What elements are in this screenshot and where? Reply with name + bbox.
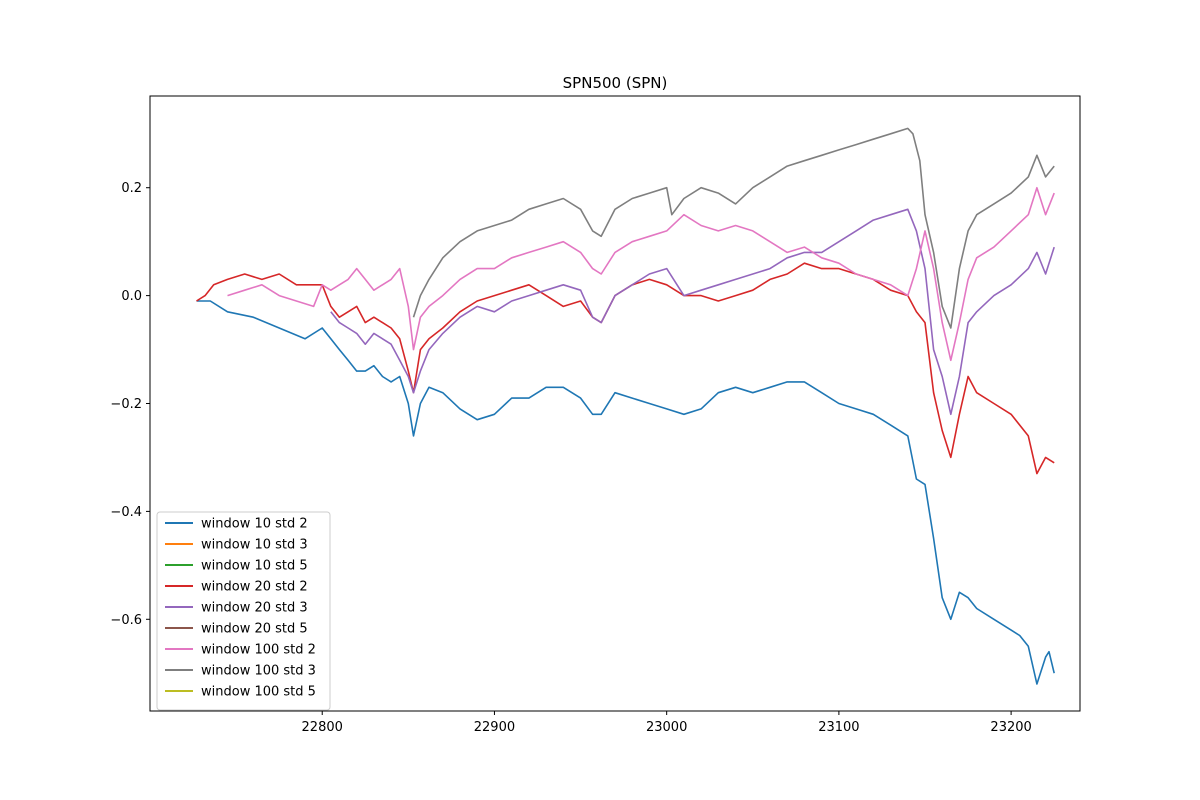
x-tick-label-2: 23000 bbox=[646, 720, 687, 735]
legend: window 10 std 2 window 10 std 3 window 10 … bbox=[156, 511, 331, 711]
x-tick-label-1: 22900 bbox=[474, 720, 515, 735]
legend-label-6: window 100 std 2 bbox=[201, 643, 316, 658]
y-tick-label-4: 0.2 bbox=[121, 181, 142, 196]
x-tick-label-4: 23200 bbox=[990, 720, 1031, 735]
x-tick-label-3: 23100 bbox=[818, 720, 859, 735]
chart-title: SPN500 (SPN) bbox=[563, 74, 668, 92]
legend-label-2: window 10 std 5 bbox=[201, 559, 308, 574]
series-line-4 bbox=[330, 208, 1055, 416]
legend-label-0: window 10 std 2 bbox=[201, 517, 308, 532]
legend-label-4: window 20 std 3 bbox=[201, 601, 308, 616]
legend-label-1: window 10 std 3 bbox=[201, 538, 308, 553]
x-tick-label-0: 22800 bbox=[302, 720, 343, 735]
y-tick-label-3: 0.0 bbox=[121, 289, 142, 304]
legend-label-3: window 20 std 2 bbox=[201, 580, 308, 595]
legend-label-5: window 20 std 5 bbox=[201, 622, 308, 637]
y-tick-label-2: −0.2 bbox=[110, 397, 142, 412]
legend-box bbox=[156, 511, 331, 711]
series-line-6 bbox=[227, 186, 1055, 362]
legend-label-8: window 100 std 5 bbox=[201, 685, 316, 700]
series-line-7 bbox=[412, 127, 1055, 329]
y-tick-label-1: −0.4 bbox=[110, 505, 142, 520]
legend-label-7: window 100 std 3 bbox=[201, 664, 316, 679]
y-tick-label-0: −0.6 bbox=[110, 613, 142, 628]
series-line-0 bbox=[196, 300, 1055, 685]
y-axis: −0.6 −0.4 −0.2 0.0 0.2 bbox=[110, 181, 150, 628]
x-axis: 22800 22900 23000 23100 23200 bbox=[302, 711, 1032, 735]
series-layer bbox=[196, 127, 1055, 685]
